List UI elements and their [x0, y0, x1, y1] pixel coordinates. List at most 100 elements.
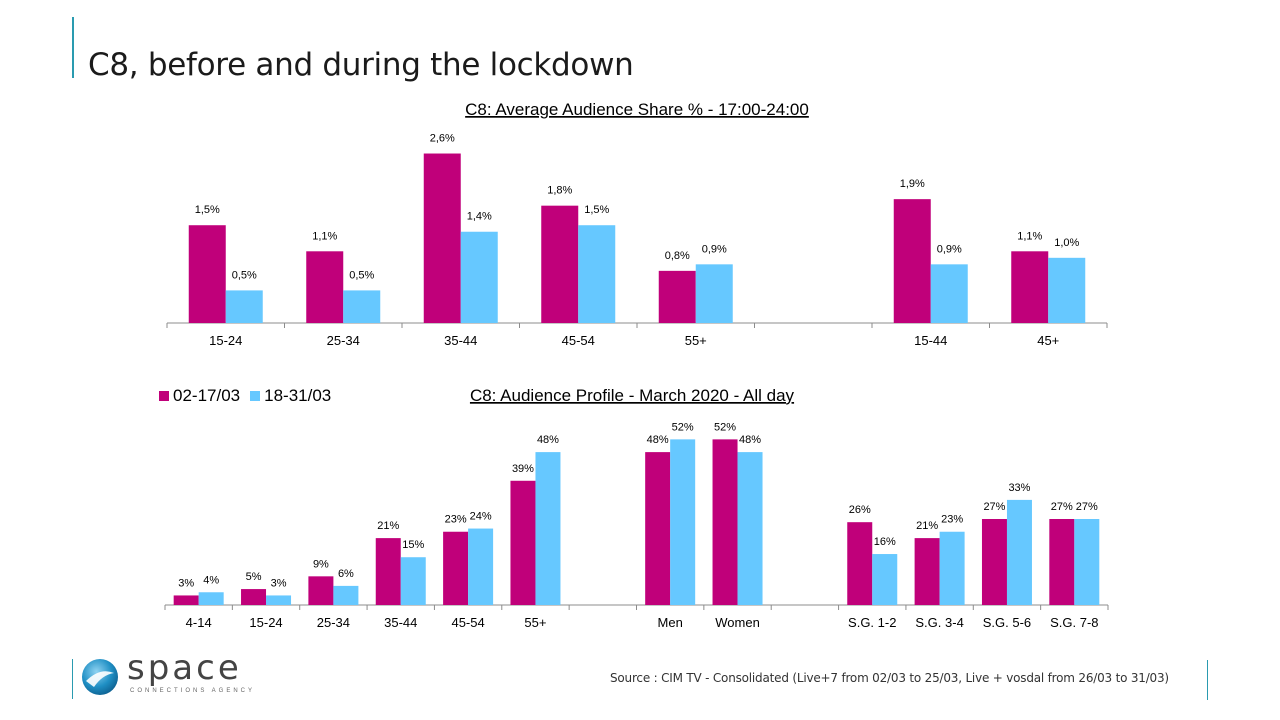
legend-label-period1: 02-17/03	[173, 386, 241, 405]
chart2-data-label: 27%	[1076, 501, 1098, 513]
chart1-data-label: 1,5%	[195, 204, 220, 216]
logo-sphere-icon	[82, 659, 118, 695]
chart1-bar	[893, 199, 931, 323]
chart2-title: C8: Audience Profile - March 2020 - All …	[470, 386, 795, 405]
chart2-data-label: 23%	[445, 514, 467, 526]
chart2-bar	[443, 531, 469, 605]
chart1-data-label: 1,1%	[1017, 230, 1042, 242]
chart1-tick-label: 35-44	[444, 333, 477, 348]
chart2-tick-label: Men	[658, 615, 683, 630]
chart2-bar	[198, 592, 224, 605]
chart2-bar	[1074, 519, 1100, 605]
chart2-data-label: 16%	[874, 536, 896, 548]
chart1-bar	[306, 251, 344, 323]
chart2-bar	[914, 538, 940, 605]
chart2-bar	[847, 522, 873, 605]
chart2-bar	[670, 439, 696, 605]
chart1-bar	[695, 264, 733, 323]
chart2-bar	[375, 538, 401, 605]
chart2-tick-label: S.G. 5-6	[983, 615, 1031, 630]
chart1-data-label: 0,9%	[937, 243, 962, 255]
chart2-bar	[241, 589, 267, 605]
title-accent-bar	[72, 17, 74, 78]
page-title: C8, before and during the lockdown	[88, 46, 634, 83]
chart1-data-label: 0,5%	[232, 269, 257, 281]
chart1-bar	[423, 153, 461, 323]
legend-swatch-period2	[250, 391, 261, 401]
legend-item-period1: 02-17/03	[159, 386, 240, 406]
chart2-data-label: 21%	[377, 520, 399, 532]
chart1-tick-label: 55+	[685, 333, 707, 348]
chart2-data-label: 52%	[672, 421, 694, 433]
chart2-data-label: 23%	[941, 514, 963, 526]
chart2-tick-label: 4-14	[186, 615, 212, 630]
chart2-bar	[308, 576, 334, 605]
chart2-tick-label: 35-44	[384, 615, 417, 630]
chart2-tick-label: 55+	[524, 615, 546, 630]
chart2-data-label: 39%	[512, 463, 534, 475]
chart2-tick-label: 45-54	[451, 615, 484, 630]
logo-accent-bar	[72, 659, 73, 699]
chart1-data-label: 2,6%	[430, 133, 455, 145]
chart2-data-label: 48%	[739, 434, 761, 446]
chart1-tick-label: 15-44	[914, 333, 947, 348]
chart2-bar	[1006, 499, 1032, 605]
chart2-tick-label: Women	[715, 615, 760, 630]
chart2-bar	[981, 519, 1007, 605]
chart1-data-label: 1,1%	[312, 230, 337, 242]
legend-item-period2: 18-31/03	[250, 386, 331, 406]
logo-word: space	[127, 648, 242, 688]
chart2-bar	[939, 531, 965, 605]
chart1-data-label: 1,0%	[1054, 237, 1079, 249]
chart1-bar	[930, 264, 968, 323]
chart1-tick-label: 15-24	[209, 333, 242, 348]
chart2-bar	[872, 554, 898, 605]
legend-swatch-period1	[159, 391, 169, 401]
legend: 02-17/03 18-31/03	[159, 386, 331, 406]
chart1-bar	[578, 225, 616, 323]
chart1-data-label: 0,8%	[665, 250, 690, 262]
chart2-data-label: 48%	[647, 434, 669, 446]
chart2-data-label: 52%	[714, 421, 736, 433]
chart2-tick-label: S.G. 1-2	[848, 615, 896, 630]
chart2-tick-label: S.G. 7-8	[1050, 615, 1098, 630]
audience-share-chart: C8: Average Audience Share % - 17:00-24:…	[166, 100, 1108, 348]
chart1-bar	[658, 270, 696, 323]
chart2-data-label: 4%	[203, 574, 219, 586]
chart2-data-label: 15%	[402, 539, 424, 551]
chart2-tick-label: 15-24	[249, 615, 282, 630]
chart1-data-label: 1,5%	[584, 204, 609, 216]
chart1-tick-label: 45+	[1037, 333, 1059, 348]
chart1-data-label: 0,5%	[349, 269, 374, 281]
chart2-bar	[535, 452, 561, 605]
source-accent-bar	[1207, 660, 1208, 700]
chart2-data-label: 9%	[313, 558, 329, 570]
chart2-tick-label: 25-34	[317, 615, 350, 630]
chart2-data-label: 3%	[178, 577, 194, 589]
chart1-title: C8: Average Audience Share % - 17:00-24:…	[465, 100, 809, 119]
chart1-bar	[1048, 257, 1086, 323]
chart2-bar	[645, 452, 671, 605]
chart2-data-label: 3%	[271, 577, 287, 589]
chart1-bar	[541, 205, 579, 323]
chart2-data-label: 21%	[916, 520, 938, 532]
chart1-data-label: 1,8%	[547, 185, 572, 197]
chart1-data-label: 1,4%	[467, 211, 492, 223]
chart2-bar	[510, 480, 536, 605]
chart2-bar	[333, 585, 359, 605]
chart2-data-label: 26%	[849, 504, 871, 516]
chart1-tick-label: 25-34	[327, 333, 360, 348]
chart2-tick-label: S.G. 3-4	[915, 615, 963, 630]
chart1-tick-label: 45-54	[562, 333, 595, 348]
chart1-data-label: 0,9%	[702, 243, 727, 255]
chart2-data-label: 27%	[983, 501, 1005, 513]
chart1-bar	[225, 290, 263, 323]
legend-label-period2: 18-31/03	[264, 386, 332, 405]
chart1-bar	[1011, 251, 1049, 323]
chart1-bar	[188, 225, 226, 323]
chart2-bar	[266, 595, 292, 605]
chart2-data-label: 24%	[470, 511, 492, 523]
chart2-data-label: 27%	[1051, 501, 1073, 513]
chart2-data-label: 48%	[537, 434, 559, 446]
chart2-data-label: 33%	[1008, 482, 1030, 494]
